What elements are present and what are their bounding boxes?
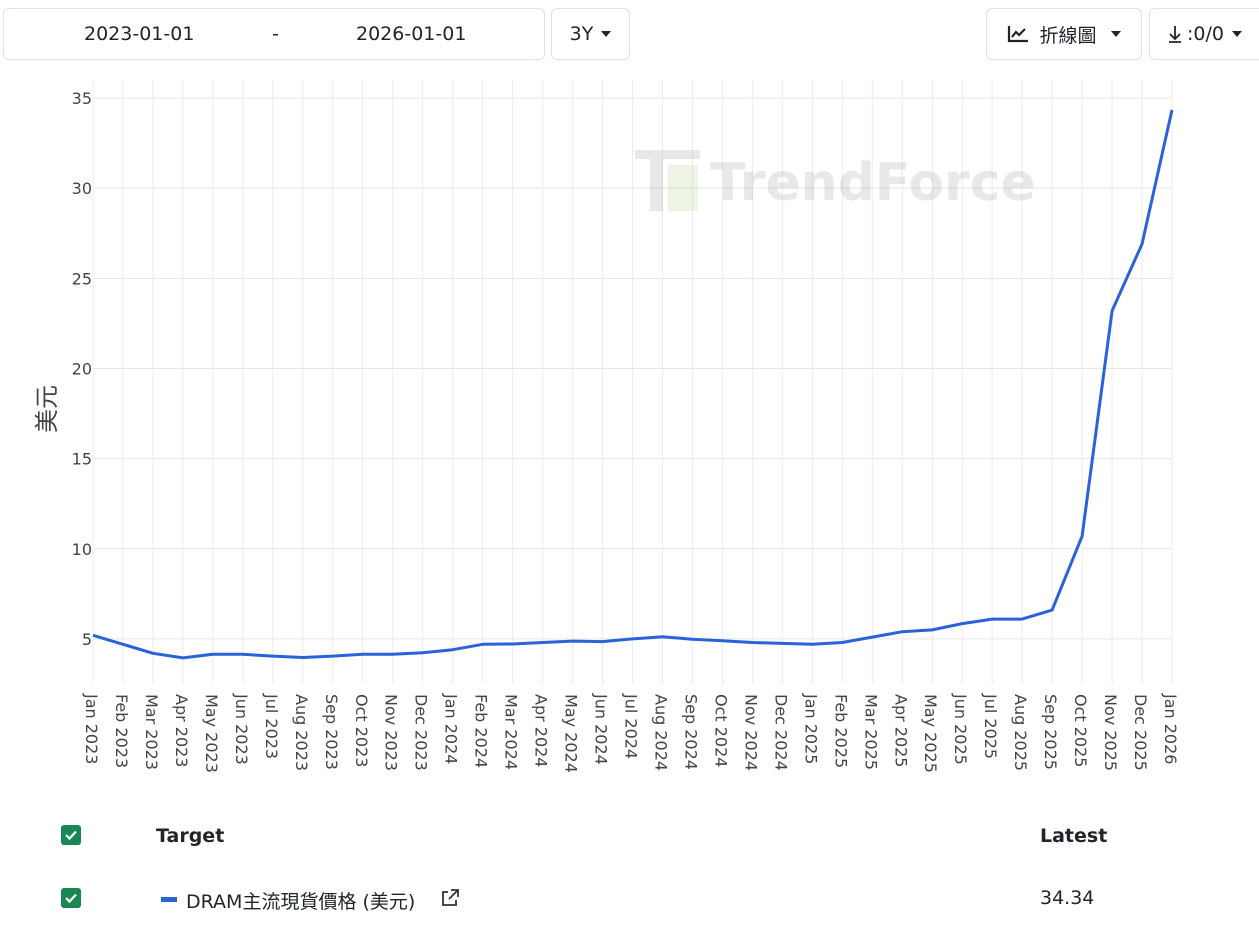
series-color-swatch	[161, 897, 177, 902]
x-tick-label: Dec 2024	[771, 694, 790, 771]
trendforce-watermark: TrendForce	[635, 150, 1036, 213]
x-tick-label: Dec 2025	[1131, 694, 1150, 771]
chart-type-label: 折線圖	[1039, 24, 1097, 47]
download-dropdown-button[interactable]: :0/0	[1149, 8, 1259, 60]
y-tick-label: 15	[72, 450, 92, 469]
x-tick-label: Mar 2024	[502, 694, 521, 770]
y-tick-label: 30	[72, 179, 92, 198]
line-chart-icon	[1008, 26, 1029, 43]
x-tick-label: Feb 2023	[112, 694, 131, 768]
latest-column-header: Latest	[1040, 825, 1108, 847]
x-tick-label: Jul 2023	[262, 693, 281, 759]
x-tick-label: Apr 2025	[891, 694, 910, 767]
x-tick-label: May 2025	[921, 694, 940, 773]
grid-lines	[92, 80, 1173, 684]
x-axis-ticks: Jan 2023 Feb 2023 Mar 2023 Apr 2023 May 2023…	[82, 693, 1180, 773]
caret-down-icon	[1231, 31, 1242, 37]
series-latest-value: 34.34	[1040, 887, 1095, 909]
target-column-header: Target	[156, 825, 225, 847]
y-tick-label: 25	[72, 269, 92, 288]
line-chart: TrendForce 5 10 15 20 25 30 35 Jan 2023 Feb 202…	[33, 80, 1180, 773]
check-icon	[65, 830, 77, 841]
x-tick-label: Aug 2025	[1011, 694, 1030, 771]
x-tick-label: May 2023	[202, 694, 221, 773]
x-tick-label: Jan 2025	[801, 693, 820, 764]
y-tick-label: 10	[72, 540, 92, 559]
date-range-picker[interactable]: 2023-01-01 - 2026-01-01	[3, 8, 545, 60]
range-label: 3Y	[569, 23, 594, 45]
x-tick-label: Jun 2024	[592, 693, 611, 765]
series-line	[92, 109, 1174, 660]
caret-down-icon	[1110, 31, 1121, 37]
x-tick-label: Aug 2023	[292, 694, 311, 771]
check-icon	[65, 893, 77, 904]
x-tick-label: Jan 2023	[82, 693, 101, 764]
x-tick-label: Apr 2024	[532, 694, 551, 767]
x-tick-label: Oct 2025	[1071, 694, 1090, 767]
watermark-text: TrendForce	[710, 153, 1036, 213]
start-date-input[interactable]: 2023-01-01	[84, 23, 195, 45]
download-icon	[1169, 26, 1181, 43]
x-tick-label: Feb 2025	[831, 694, 850, 768]
series-name: DRAM主流現貨價格 (美元)	[186, 891, 416, 913]
x-tick-label: Mar 2025	[861, 694, 880, 770]
x-tick-label: Nov 2025	[1101, 694, 1120, 771]
x-tick-label: Dec 2023	[412, 694, 431, 771]
range-dropdown-button[interactable]: 3Y	[551, 8, 630, 60]
x-tick-label: Jul 2024	[622, 693, 641, 759]
x-tick-label: Jan 2024	[442, 693, 461, 764]
select-all-checkbox[interactable]	[61, 825, 81, 845]
y-axis-ticks: 5 10 15 20 25 30 35	[72, 89, 92, 649]
series-checkbox[interactable]	[61, 888, 81, 908]
x-tick-label: Sep 2024	[681, 694, 700, 770]
x-tick-label: Nov 2023	[382, 694, 401, 771]
x-tick-label: Feb 2024	[472, 694, 491, 768]
x-tick-label: Oct 2024	[711, 694, 730, 767]
download-count: :0/0	[1187, 23, 1224, 45]
y-tick-label: 35	[72, 89, 92, 108]
x-tick-label: Jul 2025	[981, 693, 1000, 759]
end-date-input[interactable]: 2026-01-01	[356, 23, 467, 45]
external-link-icon[interactable]	[440, 888, 460, 908]
y-axis-title: 美元	[33, 385, 61, 433]
x-tick-label: May 2024	[562, 694, 581, 773]
chart-type-dropdown-button[interactable]: 折線圖	[986, 8, 1142, 60]
x-tick-label: Jun 2025	[951, 693, 970, 765]
x-tick-label: Apr 2023	[172, 694, 191, 767]
x-tick-label: Nov 2024	[741, 694, 760, 771]
y-tick-label: 20	[72, 359, 92, 378]
y-tick-label: 5	[82, 630, 92, 649]
x-tick-label: Jun 2023	[232, 693, 251, 765]
x-tick-label: Jan 2026	[1161, 693, 1180, 764]
date-separator: -	[272, 23, 279, 45]
x-tick-label: Mar 2023	[142, 694, 161, 770]
x-tick-label: Aug 2024	[651, 694, 670, 771]
caret-down-icon	[601, 31, 612, 37]
x-tick-label: Sep 2025	[1041, 694, 1060, 770]
x-tick-label: Oct 2023	[352, 694, 371, 767]
x-tick-label: Sep 2023	[322, 694, 341, 770]
